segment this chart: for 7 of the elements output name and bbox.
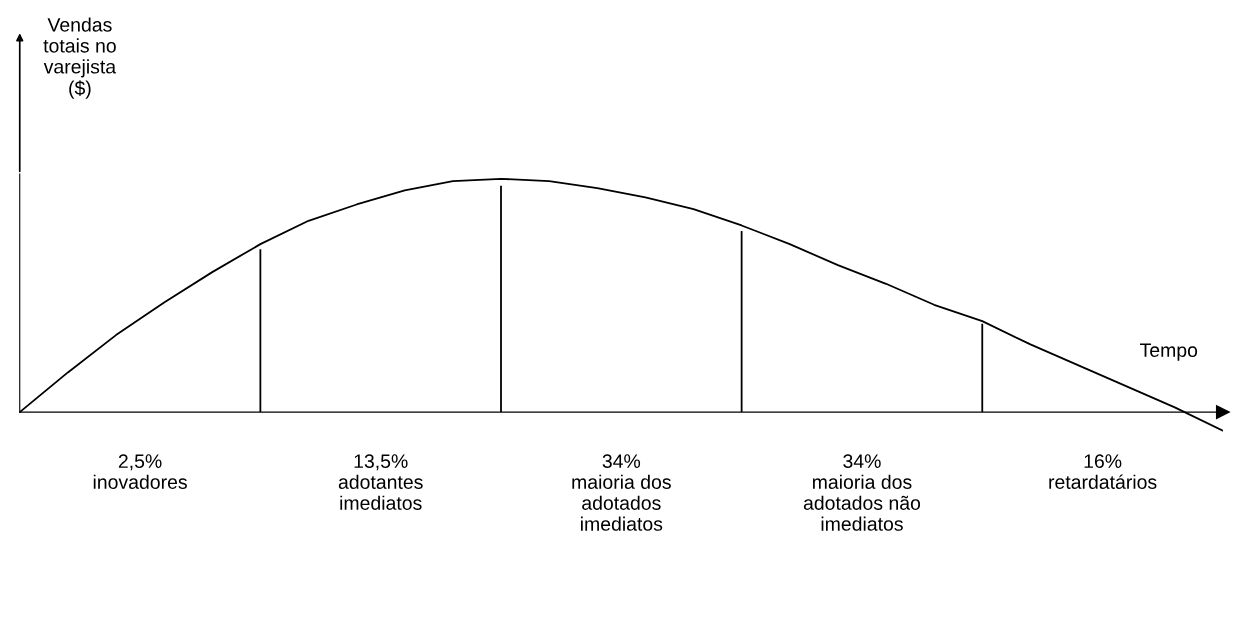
text: 34% maioria dos adotados não imediatos [803, 454, 921, 531]
text: 13,5% adotantes imediatos [338, 454, 423, 510]
text: 2,5% inovadores [93, 454, 187, 489]
y-axis-title: Vendas totais no varejista ($) [43, 17, 117, 99]
text: 34% maioria dos adotados imediatos [572, 454, 671, 531]
text: 16% retardatários [1049, 454, 1157, 489]
x-axis-title: Tempo [1140, 343, 1198, 361]
